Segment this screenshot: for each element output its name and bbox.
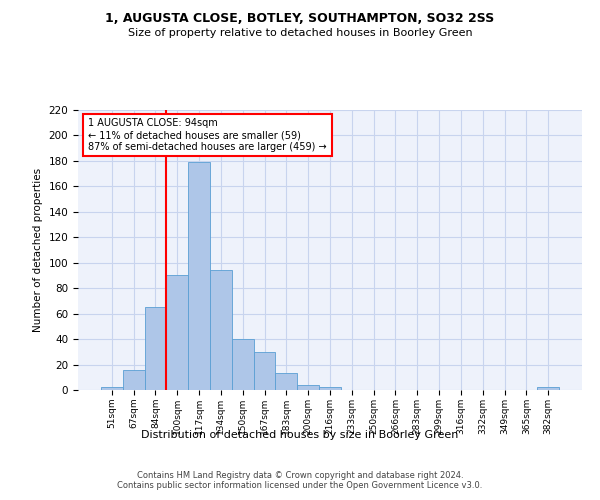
Y-axis label: Number of detached properties: Number of detached properties <box>33 168 43 332</box>
Text: Contains HM Land Registry data © Crown copyright and database right 2024.
Contai: Contains HM Land Registry data © Crown c… <box>118 470 482 490</box>
Text: 1, AUGUSTA CLOSE, BOTLEY, SOUTHAMPTON, SO32 2SS: 1, AUGUSTA CLOSE, BOTLEY, SOUTHAMPTON, S… <box>106 12 494 26</box>
Text: 1 AUGUSTA CLOSE: 94sqm
← 11% of detached houses are smaller (59)
87% of semi-det: 1 AUGUSTA CLOSE: 94sqm ← 11% of detached… <box>88 118 327 152</box>
Bar <box>275 374 297 390</box>
Bar <box>123 370 145 390</box>
Text: Size of property relative to detached houses in Boorley Green: Size of property relative to detached ho… <box>128 28 472 38</box>
Bar <box>101 388 123 390</box>
Bar <box>188 162 210 390</box>
Bar <box>319 388 341 390</box>
Bar <box>145 308 166 390</box>
Bar <box>166 276 188 390</box>
Bar <box>297 385 319 390</box>
Bar <box>210 270 232 390</box>
Bar <box>232 339 254 390</box>
Text: Distribution of detached houses by size in Boorley Green: Distribution of detached houses by size … <box>142 430 458 440</box>
Bar <box>254 352 275 390</box>
Bar <box>537 388 559 390</box>
